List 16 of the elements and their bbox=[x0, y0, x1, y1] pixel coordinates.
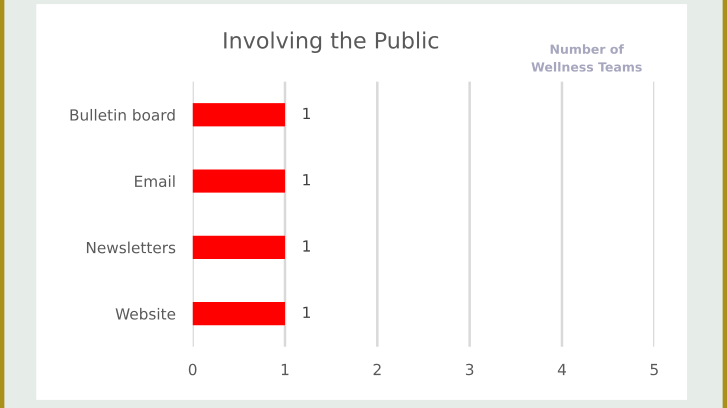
data-label: 1 bbox=[303, 108, 310, 119]
x-tick-label: 2 bbox=[374, 364, 381, 376]
x-tick-label: 1 bbox=[282, 364, 288, 376]
y-tick-label: Website bbox=[116, 308, 176, 320]
data-label: 1 bbox=[303, 240, 310, 252]
x-axis-title: Number of Wellness Teams bbox=[531, 44, 642, 72]
x-tick-label: 4 bbox=[558, 364, 566, 376]
x-tick-label: 5 bbox=[650, 364, 658, 376]
x-tick-label: 3 bbox=[466, 364, 474, 376]
chart-title: Involving the Public bbox=[224, 32, 438, 54]
data-label: 1 bbox=[303, 306, 310, 318]
y-tick-label: Newsletters bbox=[86, 242, 176, 254]
y-tick-label: Bulletin board bbox=[70, 108, 175, 121]
y-tick-label: Email bbox=[135, 175, 175, 188]
data-label: 1 bbox=[303, 174, 310, 186]
x-tick-label: 0 bbox=[188, 364, 196, 376]
